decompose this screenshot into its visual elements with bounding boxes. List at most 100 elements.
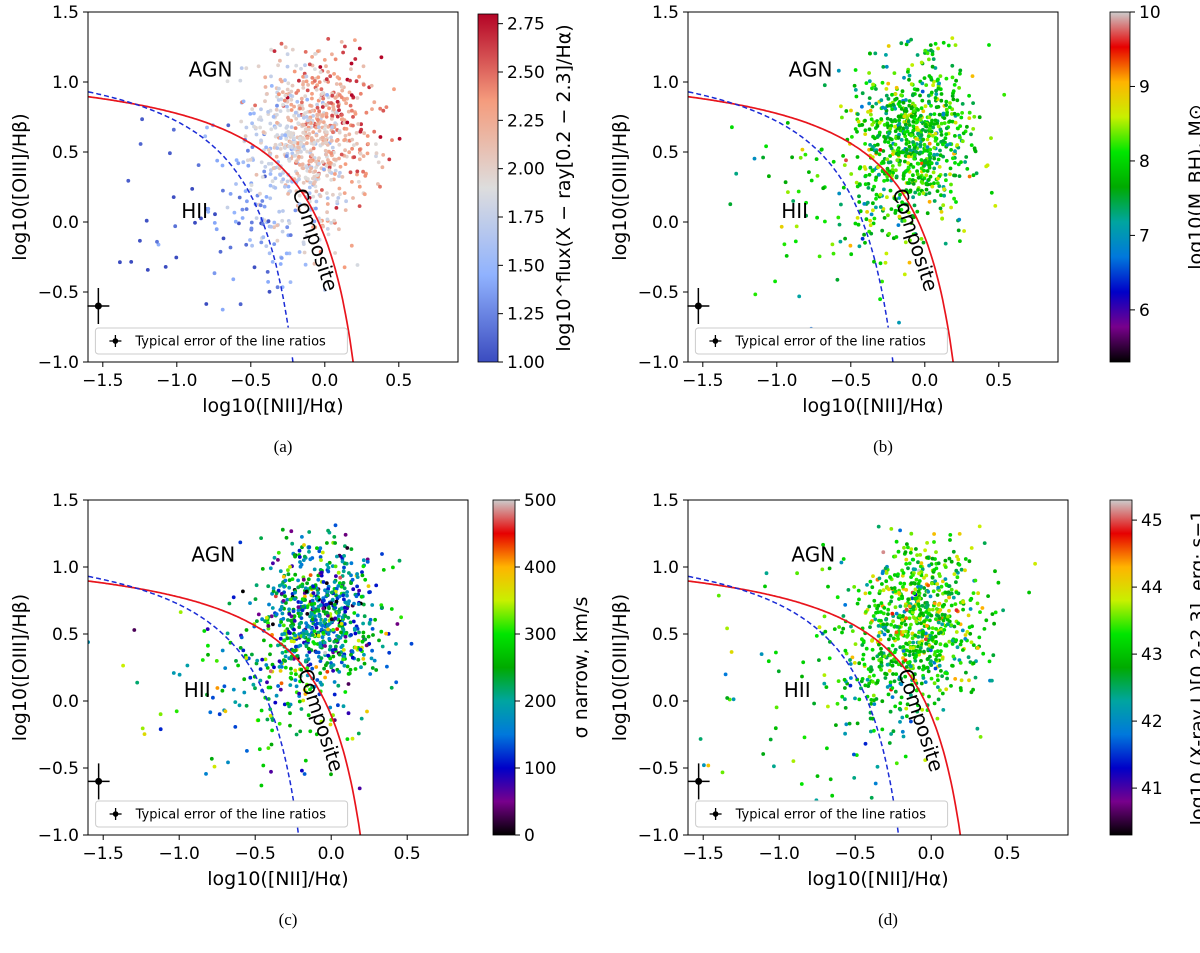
data-point (283, 184, 287, 189)
data-point (326, 569, 331, 574)
data-point (940, 622, 945, 627)
data-point (911, 182, 916, 186)
data-point (292, 69, 297, 74)
data-point (303, 692, 308, 696)
data-point (907, 177, 912, 182)
data-point (266, 621, 270, 625)
data-point (327, 168, 332, 173)
data-point (912, 103, 917, 108)
data-point (268, 121, 273, 126)
data-point (909, 719, 913, 724)
data-point (937, 81, 941, 86)
data-point (901, 645, 906, 649)
data-point (266, 584, 271, 589)
data-point (212, 221, 217, 225)
data-point (377, 638, 381, 643)
data-point (311, 130, 316, 135)
data-point (888, 633, 893, 638)
data-point (993, 569, 997, 574)
data-point (301, 698, 306, 703)
data-point (226, 760, 230, 765)
data-point (289, 125, 294, 129)
data-point (328, 722, 333, 727)
data-point (934, 550, 938, 554)
data-point (930, 49, 935, 54)
data-point (932, 540, 936, 544)
data-point (278, 262, 283, 266)
data-point (312, 79, 317, 83)
data-point (256, 64, 261, 69)
data-point (917, 192, 922, 196)
data-point (968, 631, 973, 636)
data-point (931, 170, 936, 175)
data-point (311, 146, 316, 151)
data-point (925, 137, 930, 142)
data-point (918, 607, 923, 612)
data-point (951, 97, 956, 102)
data-point (333, 616, 337, 621)
data-point (944, 126, 949, 131)
data-point (963, 557, 968, 561)
data-point (951, 156, 955, 161)
data-point (884, 64, 889, 69)
data-point (953, 602, 958, 606)
data-point (278, 58, 282, 63)
data-point (930, 638, 934, 642)
data-point (911, 165, 916, 169)
data-point (350, 649, 355, 653)
data-point (910, 636, 915, 641)
data-point (956, 557, 961, 562)
data-point (763, 584, 767, 589)
data-point (862, 202, 867, 206)
data-point (903, 130, 907, 135)
data-point (312, 567, 317, 572)
data-point (285, 636, 290, 641)
data-point (942, 628, 947, 632)
data-point (943, 577, 948, 581)
data-point (357, 74, 361, 79)
data-point (898, 104, 902, 109)
data-point (340, 113, 344, 117)
data-point (935, 152, 940, 157)
data-point (870, 679, 875, 684)
data-point (917, 571, 921, 576)
data-point (272, 49, 277, 53)
data-point (358, 91, 363, 96)
data-point (391, 565, 395, 570)
data-point (830, 793, 835, 798)
data-point (234, 158, 239, 163)
data-point (305, 605, 310, 610)
data-point (947, 639, 952, 644)
data-point (970, 74, 975, 78)
data-point (239, 635, 244, 640)
data-point (380, 644, 385, 649)
data-point (241, 648, 246, 653)
data-point (304, 644, 309, 649)
data-point (307, 545, 312, 550)
data-point (269, 769, 273, 774)
data-point (357, 157, 362, 162)
data-point (927, 563, 931, 568)
data-point (867, 79, 872, 84)
data-point (955, 126, 960, 131)
data-point (897, 162, 902, 167)
data-point (174, 255, 179, 260)
data-point (317, 237, 322, 242)
y-tick-label: 1.5 (652, 491, 679, 511)
data-point (982, 627, 987, 631)
data-point (144, 218, 149, 223)
data-point (244, 656, 249, 660)
data-point (823, 219, 827, 224)
data-point (269, 224, 273, 229)
data-point (320, 550, 325, 555)
data-point (206, 206, 211, 211)
data-point (904, 665, 909, 669)
colorbar-tick-label: 2.75 (507, 15, 545, 35)
data-point (370, 666, 375, 670)
data-point (331, 627, 336, 632)
data-point (930, 645, 935, 649)
data-point (309, 148, 313, 153)
colorbar-tick-label: 100 (524, 759, 556, 779)
data-point (332, 157, 336, 162)
data-point (944, 76, 949, 81)
